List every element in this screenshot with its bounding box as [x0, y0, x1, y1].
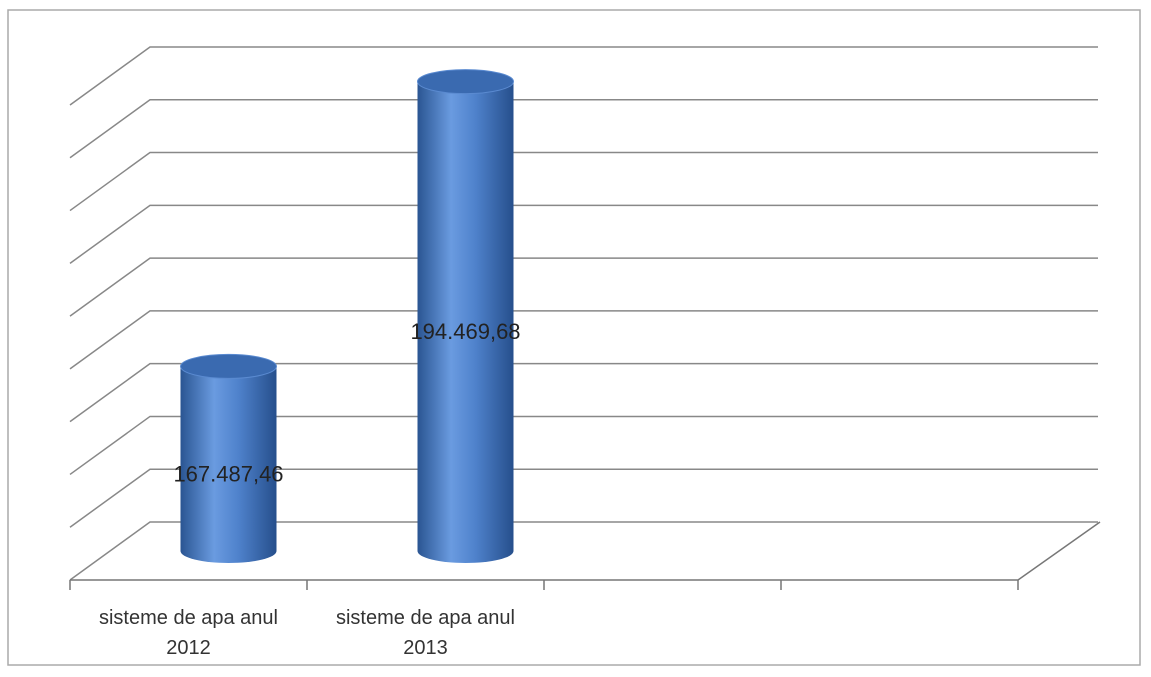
- frame: [7, 9, 1141, 666]
- grid-line: [69, 521, 1098, 581]
- grid-line: [69, 46, 1098, 106]
- bar-body: [180, 366, 277, 551]
- grid-line: [69, 415, 1098, 476]
- bar: [180, 353, 277, 563]
- grid-line: [69, 257, 1098, 317]
- bar: [417, 69, 514, 563]
- grid-line: [69, 468, 1098, 528]
- value-label: 167.487,46: [173, 462, 283, 487]
- x-tick-label: sisteme de apa anul 2013: [335, 607, 515, 659]
- floor: [69, 521, 1101, 590]
- bar-top: [180, 353, 277, 379]
- bar-body: [417, 81, 514, 551]
- grid-line: [69, 310, 1098, 370]
- value-label: 194.469,68: [410, 319, 520, 344]
- grid-line: [69, 151, 1098, 212]
- grid-line: [69, 204, 1098, 264]
- bars: 167.487,46 194.469,68: [173, 69, 521, 563]
- x-tick-label: sisteme de apa anul 2012: [98, 607, 278, 659]
- x-ticks: [69, 580, 1019, 590]
- bar-top: [417, 69, 514, 95]
- grid-line: [69, 362, 1098, 423]
- grid-line: [69, 99, 1098, 159]
- grid: [69, 46, 1098, 581]
